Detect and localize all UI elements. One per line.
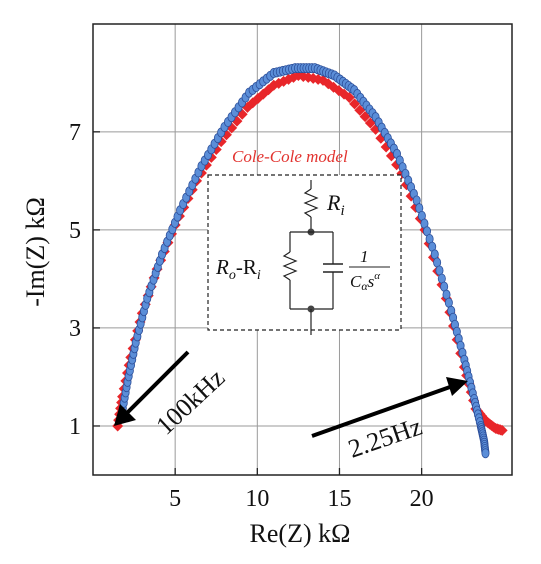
measured-series: [116, 63, 490, 459]
inset-title: Cole-Cole model: [232, 147, 348, 166]
model-diamond-point: [370, 123, 382, 135]
arrow-225hz-icon: [311, 385, 451, 438]
plot-frame: [92, 23, 513, 476]
model-diamond-point: [496, 424, 508, 436]
x-tick-label: 5: [169, 486, 181, 512]
label-ri: Ri: [326, 190, 345, 219]
y-tick-label: 7: [69, 120, 81, 146]
arrowhead-225hz-icon: [446, 377, 468, 396]
inset-box: [207, 174, 402, 331]
resistor-parallel-icon: [282, 251, 298, 281]
arrow-100khz-icon: [124, 350, 190, 416]
label-cpe-den: Cαsα: [350, 270, 380, 293]
annotation-layer: 100kHz 2.25Hz: [114, 350, 468, 464]
circuit-inset: Cole-Cole model Ri Ro-Ri 1 Cαsα: [207, 147, 402, 335]
label-cpe-num: 1: [360, 247, 369, 266]
y-tick-label: 3: [69, 316, 81, 342]
y-tick-label: 1: [69, 414, 81, 440]
y-axis-title: -Im(Z) kΩ: [21, 197, 50, 307]
model-diamond-point: [343, 92, 355, 104]
x-axis-title: Re(Z) kΩ: [250, 519, 351, 548]
y-tick-label: 5: [69, 218, 81, 244]
annotation-100khz: 100kHz: [150, 363, 230, 440]
x-tick-label: 15: [327, 486, 351, 512]
model-diamond-point: [247, 97, 259, 109]
arrowhead-100khz-icon: [114, 404, 136, 426]
x-tick-label: 10: [245, 486, 269, 512]
resistor-series-icon: [303, 188, 319, 218]
tick-layer: 5 10 15 20 1 3 5 7: [69, 120, 434, 512]
measured-circle-point: [481, 448, 490, 459]
label-ro-ri: Ro-Ri: [215, 255, 261, 283]
model-diamond-point: [354, 104, 366, 116]
x-tick-label: 20: [410, 486, 434, 512]
